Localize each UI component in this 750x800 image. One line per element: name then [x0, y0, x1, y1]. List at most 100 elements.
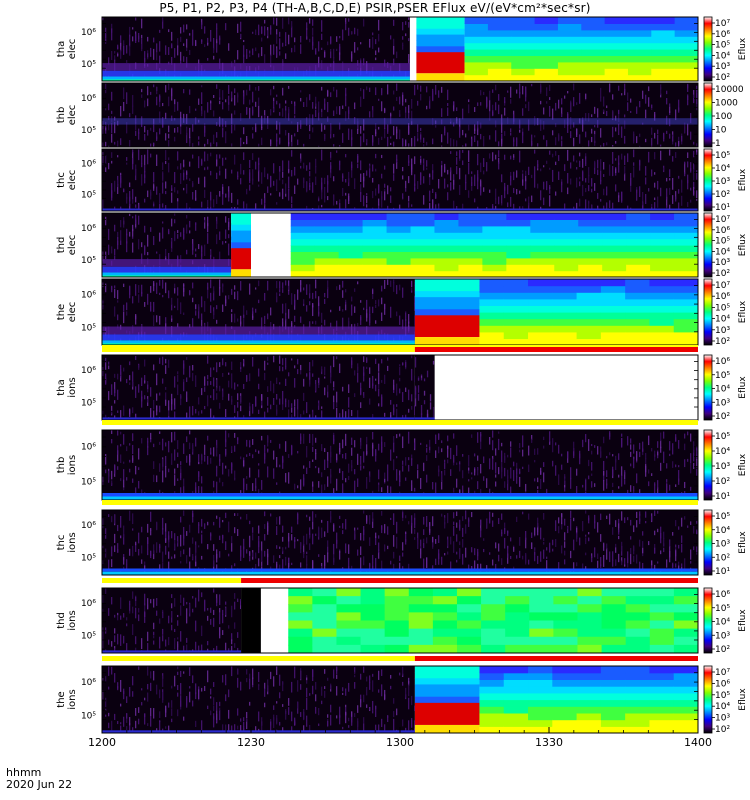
y-tick-label: 10⁶ [81, 28, 96, 38]
time-axis-label: hhmm [6, 766, 42, 779]
panel-label: thdelec [56, 235, 78, 256]
colorbar-tick-label: 10⁵ [715, 432, 730, 442]
colorbar-tick-label: 10³ [715, 62, 730, 72]
y-tick-label: 10⁵ [81, 60, 96, 70]
y-tick-label: 10⁶ [81, 290, 96, 300]
y-tick-label: 10⁵ [81, 190, 96, 200]
colorbar-tick-label: 10² [715, 190, 730, 200]
y-tick-label: 10⁵ [81, 323, 96, 333]
colorbar-label: Eflux [738, 453, 748, 476]
spectrogram-panel-the-elec: theelec Eflux [56, 278, 748, 346]
x-tick-label: 1230 [237, 736, 265, 749]
colorbar-tick-label: 10⁴ [715, 315, 730, 325]
colorbar-tick-label: 10² [715, 337, 730, 347]
colorbar-tick-label: 10⁶ [715, 590, 730, 600]
colorbar-tick-label: 1000 [715, 99, 738, 109]
colorbar-tick-label: 10¹ [715, 492, 730, 502]
colorbar-tick-label: 10³ [715, 398, 730, 408]
colorbar-tick-label: 10⁵ [715, 303, 730, 313]
panel-label: thcelec [56, 170, 78, 191]
colorbar-label: Eflux [738, 688, 748, 711]
y-tick-label: 10⁵ [81, 711, 96, 721]
colorbar [703, 16, 713, 82]
panel-label: thaions [56, 377, 78, 397]
mode-bar-red [414, 347, 698, 352]
page-title: P5, P1, P2, P3, P4 (TH-A,B,C,D,E) PSIR,P… [159, 1, 591, 15]
mode-bar-red [241, 578, 699, 583]
colorbar-tick-label: 10⁴ [715, 247, 730, 257]
colorbar [703, 278, 713, 346]
colorbar [703, 212, 713, 278]
colorbar [703, 354, 713, 421]
mode-bar-red [414, 656, 698, 661]
y-tick-label: 10⁶ [81, 94, 96, 104]
y-tick-label: 10⁵ [81, 399, 96, 409]
y-tick-label: 10⁶ [81, 159, 96, 169]
colorbar-tick-label: 10⁵ [715, 512, 730, 522]
colorbar-label: Eflux [738, 376, 748, 399]
y-tick-label: 10⁶ [81, 224, 96, 234]
colorbar-tick-label: 10⁷ [715, 215, 730, 225]
colorbar-tick-label: 10⁵ [715, 604, 730, 614]
y-tick-label: 10⁵ [81, 256, 96, 266]
colorbar-tick-label: 10⁴ [715, 526, 730, 536]
colorbar [703, 587, 713, 654]
colorbar-label: Eflux [738, 168, 748, 191]
spectrogram-panel-thc-ions: thcions Eflux [56, 509, 748, 576]
colorbar-tick-label: 10⁶ [715, 292, 730, 302]
colorbar-tick-label: 10² [715, 725, 730, 735]
colorbar-tick-label: 10³ [715, 177, 730, 187]
colorbar-label: Eflux [738, 609, 748, 632]
colorbar-tick-label: 10⁴ [715, 447, 730, 457]
colorbar-tick-label: 10² [715, 645, 730, 655]
colorbar [703, 148, 713, 212]
panel-label: thcions [56, 532, 78, 552]
colorbar-tick-label: 10⁷ [715, 668, 730, 678]
colorbar-label: Eflux [738, 37, 748, 60]
colorbar-tick-label: 100 [715, 112, 732, 122]
spectrogram-panel-tha-elec: thaelec Eflux [56, 16, 748, 82]
colorbar-tick-label: 10² [715, 73, 730, 83]
colorbar-label: Eflux [738, 300, 748, 323]
colorbar-tick-label: 10¹ [715, 203, 730, 213]
colorbar-tick-label: 10⁷ [715, 281, 730, 291]
colorbar-tick-label: 10² [715, 477, 730, 487]
mode-bar-yellow [102, 420, 698, 425]
colorbar-tick-label: 10⁴ [715, 385, 730, 395]
colorbar-tick-label: 10² [715, 553, 730, 563]
mode-bar-yellow [102, 500, 698, 505]
spectrogram-panel-thd-ions: thdions Eflux [56, 587, 748, 654]
x-tick-label: 1330 [535, 736, 563, 749]
y-tick-label: 10⁶ [81, 599, 96, 609]
colorbar-tick-label: 10⁷ [715, 19, 730, 29]
spectrogram-panel-tha-ions: thaions Eflux [56, 354, 748, 421]
colorbar-tick-label: 10⁵ [715, 371, 730, 381]
mode-bar-yellow [102, 656, 415, 661]
y-tick-label: 10⁵ [81, 554, 96, 564]
colorbar-label: Eflux [738, 531, 748, 554]
y-tick-label: 10⁶ [81, 678, 96, 688]
colorbar-tick-label: 10⁶ [715, 226, 730, 236]
colorbar-tick-label: 10⁴ [715, 702, 730, 712]
mode-bar-yellow [102, 578, 242, 583]
y-tick-label: 10⁵ [81, 478, 96, 488]
spectrogram-panel-thd-elec: thdelec Eflux [56, 212, 748, 278]
colorbar-tick-label: 10⁵ [715, 237, 730, 247]
panel-label: thbelec [56, 105, 78, 126]
colorbar-tick-label: 10000 [715, 85, 744, 95]
colorbar-tick-label: 10³ [715, 258, 730, 268]
date-label: 2020 Jun 22 [6, 778, 73, 791]
spectrogram-panel-thc-elec: thcelec Eflux [56, 148, 748, 212]
x-tick-label: 1300 [386, 736, 414, 749]
x-tick-label: 1200 [88, 736, 116, 749]
colorbar-tick-label: 10³ [715, 326, 730, 336]
colorbar-tick-label: 10⁵ [715, 151, 730, 161]
panel-label: theelec [56, 302, 78, 323]
y-tick-label: 10⁶ [81, 366, 96, 376]
y-tick-label: 10⁵ [81, 632, 96, 642]
colorbar-tick-label: 10² [715, 412, 730, 422]
panel-label: theions [56, 689, 78, 709]
spectrogram-panel-thb-ions: thbions Eflux [56, 429, 748, 501]
spectrogram-panel-the-ions: theions Eflux [56, 665, 748, 734]
